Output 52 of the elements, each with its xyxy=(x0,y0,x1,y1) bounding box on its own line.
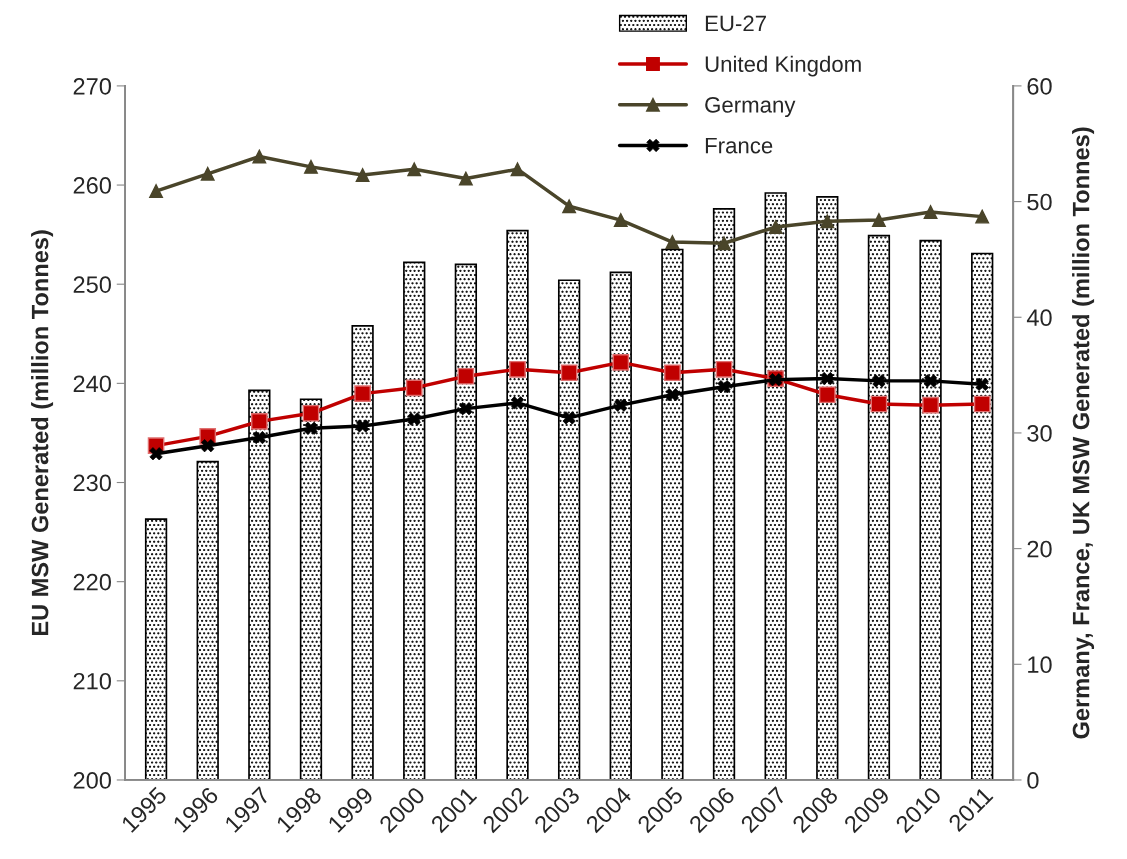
point xyxy=(560,364,578,382)
point xyxy=(302,404,320,422)
legend-label: United Kingdom xyxy=(705,55,861,77)
y-tick-label: 230 xyxy=(73,474,111,492)
point xyxy=(922,396,939,414)
y-tick-label: 210 xyxy=(73,672,111,690)
point xyxy=(612,354,630,371)
y-tick-label: 220 xyxy=(73,573,111,591)
point xyxy=(975,209,990,224)
y2-tick-label: 20 xyxy=(1027,540,1052,558)
y2-tick-label: 60 xyxy=(1027,77,1052,95)
point xyxy=(354,385,371,402)
point xyxy=(664,364,681,382)
point xyxy=(251,413,268,430)
point xyxy=(149,184,164,199)
point xyxy=(923,205,938,219)
y2-tick-label: 40 xyxy=(1026,309,1052,327)
point xyxy=(871,213,886,228)
point xyxy=(973,395,991,413)
y2-tick-label: 10 xyxy=(1028,656,1052,674)
point xyxy=(613,213,628,228)
legend-label: Germany xyxy=(705,96,796,118)
point xyxy=(818,386,836,404)
point xyxy=(510,162,525,177)
point xyxy=(405,379,423,397)
y-tick-label: 250 xyxy=(73,276,111,293)
y2-axis-title: Germany, France, UK MSW Generated (million Tonnes) xyxy=(1072,127,1095,739)
point xyxy=(768,220,783,234)
point xyxy=(457,367,475,385)
y-tick-label: 270 xyxy=(73,77,111,95)
point xyxy=(304,159,318,174)
point xyxy=(870,395,888,413)
point xyxy=(820,214,835,229)
y-axis-title: EU MSW Generated (million Tonnes) xyxy=(31,230,54,636)
point xyxy=(355,168,370,182)
point xyxy=(252,149,267,164)
point xyxy=(458,171,473,186)
legend-label: France xyxy=(705,137,773,154)
point xyxy=(717,236,731,251)
point xyxy=(407,162,422,177)
point xyxy=(665,235,680,250)
point xyxy=(715,360,733,378)
y-tick-label: 260 xyxy=(73,177,111,194)
y2-tick-label: 0 xyxy=(1027,772,1039,789)
y-tick-label: 240 xyxy=(73,375,111,393)
point xyxy=(200,166,215,181)
legend-label: EU-27 xyxy=(705,15,766,32)
point xyxy=(562,199,577,214)
point xyxy=(509,360,526,378)
y2-tick-label: 50 xyxy=(1027,193,1052,211)
y2-tick-label: 30 xyxy=(1027,425,1052,442)
y-tick-label: 200 xyxy=(73,772,111,789)
